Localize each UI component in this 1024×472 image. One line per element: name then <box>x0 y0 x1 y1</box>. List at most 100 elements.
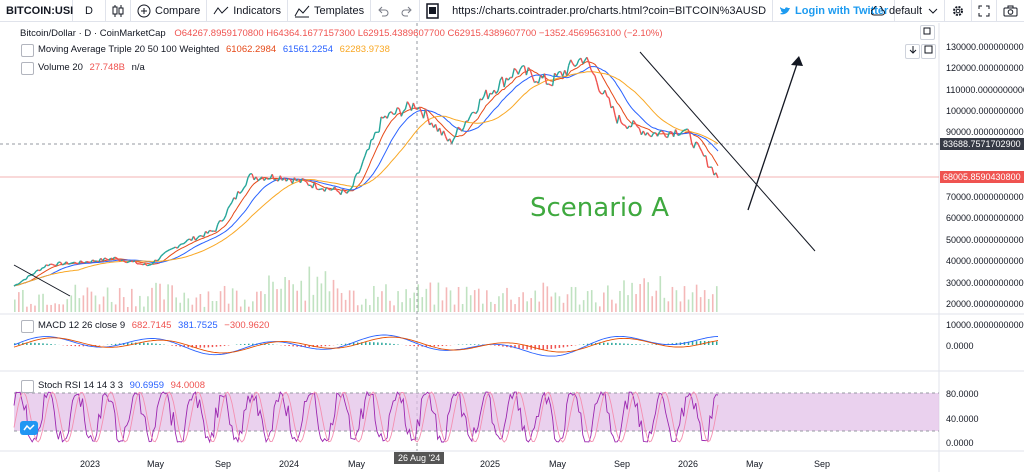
url-link[interactable]: https://charts.cointrader.pro/charts.htm… <box>446 0 774 22</box>
volume-bar <box>389 300 391 312</box>
scenario-annotation[interactable]: Scenario A <box>530 193 670 223</box>
price-segment <box>126 261 130 264</box>
price-segment <box>336 189 340 193</box>
price-segment <box>424 108 429 117</box>
macd-histogram-bar <box>582 344 585 345</box>
chart-canvas[interactable] <box>0 23 1024 472</box>
macd-histogram-bar <box>506 345 508 348</box>
volume-legend[interactable]: Volume 20 27.748B n/a <box>38 62 145 73</box>
volume-bar <box>252 301 254 312</box>
twitter-icon <box>780 6 791 14</box>
macd-histogram-bar <box>304 345 306 348</box>
price-segment <box>187 238 190 241</box>
price-segment <box>672 129 677 137</box>
volume-bar <box>465 286 468 312</box>
fullscreen-icon <box>978 5 990 17</box>
trendline-down[interactable] <box>639 51 816 252</box>
symbol-input[interactable]: BITCOIN:USI <box>0 0 73 22</box>
rsi-visibility-toggle[interactable] <box>21 380 34 393</box>
settings-button[interactable] <box>945 0 972 22</box>
price-segment <box>114 256 118 259</box>
volume-bar <box>574 287 577 312</box>
volume-bar <box>207 291 210 312</box>
macd-scale-zero: 0.0000 <box>946 341 974 351</box>
bar-style-button[interactable] <box>106 0 131 22</box>
volume-bar <box>562 302 565 312</box>
twitter-login-button[interactable]: Login with Twitter <box>773 0 896 22</box>
interval-text: D <box>85 4 93 17</box>
macd-line <box>13 334 719 357</box>
document-icon-button[interactable] <box>420 0 446 22</box>
macd-legend[interactable]: MACD 12 26 close 9 682.7145 381.7525 −30… <box>38 320 269 331</box>
macd-histogram-bar <box>522 345 524 350</box>
price-segment <box>372 132 376 140</box>
macd-v2: 381.7525 <box>178 320 218 331</box>
macd-histogram-bar <box>514 345 516 349</box>
price-segment <box>513 67 517 71</box>
price-segment <box>455 127 459 136</box>
price-segment <box>52 263 55 266</box>
volume-bar <box>651 296 654 312</box>
time-axis-label: 2026 <box>678 459 699 469</box>
price-segment <box>265 177 269 180</box>
arrow-up-line[interactable] <box>747 57 800 211</box>
symbol-text: BITCOIN:USI <box>6 4 74 17</box>
price-segment <box>362 155 366 162</box>
volume-bar <box>215 300 218 312</box>
volume-bar <box>522 292 524 312</box>
rsi-band <box>14 393 939 431</box>
snapshot-button[interactable] <box>997 0 1024 22</box>
price-segment <box>582 59 586 65</box>
volume-bar <box>110 301 113 312</box>
pane-restore-button[interactable] <box>920 25 935 40</box>
price-segment <box>555 71 560 77</box>
undo-button[interactable] <box>371 0 395 22</box>
price-segment <box>662 132 667 138</box>
macd-histogram-bar <box>26 342 28 345</box>
price-segment <box>82 261 85 264</box>
macd-histogram-bar <box>264 343 266 345</box>
volume-bar <box>530 298 533 312</box>
templates-button[interactable]: Templates <box>288 0 372 22</box>
fullscreen-button[interactable] <box>972 0 997 22</box>
macd-histogram-bar <box>562 345 565 348</box>
price-segment <box>576 59 580 66</box>
trendline-left[interactable] <box>13 264 71 297</box>
volume-bar <box>98 304 101 312</box>
price-segment <box>364 149 368 157</box>
price-segment <box>632 120 636 124</box>
time-axis-label: May <box>746 459 764 469</box>
volume-bar <box>58 304 60 312</box>
volume-bar <box>70 295 73 312</box>
ma-visibility-toggle[interactable] <box>21 44 34 57</box>
indicators-button[interactable]: Indicators <box>207 0 288 22</box>
macd-histogram-bar <box>385 343 387 345</box>
price-segment <box>267 177 271 180</box>
price-segment <box>681 130 685 133</box>
volume-visibility-toggle[interactable] <box>21 62 34 75</box>
volume-bar <box>54 303 56 312</box>
price-segment <box>178 243 182 247</box>
volume-bar <box>611 299 613 312</box>
macd-histogram-bar <box>344 343 347 345</box>
macd-histogram-bar <box>566 345 569 347</box>
layout-select[interactable]: default <box>865 0 945 22</box>
macd-histogram-bar <box>417 345 419 347</box>
volume-bar <box>461 304 464 312</box>
compare-button[interactable]: Compare <box>131 0 208 22</box>
pane-maximize-button[interactable] <box>921 44 936 59</box>
interval-button[interactable]: D <box>73 0 106 22</box>
price-segment <box>705 155 709 168</box>
price-segment <box>271 174 275 181</box>
pane-down-button[interactable] <box>905 44 920 59</box>
macd-histogram-bar <box>34 342 36 345</box>
price-segment <box>19 280 23 284</box>
ma-legend[interactable]: Moving Average Triple 20 50 100 Weighted… <box>38 44 390 55</box>
price-segment <box>59 261 63 266</box>
macd-histogram-bar <box>147 342 149 345</box>
rsi-legend[interactable]: Stoch RSI 14 14 3 3 90.6959 94.0008 <box>38 380 205 391</box>
redo-button[interactable] <box>395 0 421 22</box>
ma1-value: 61062.2984 <box>225 44 277 55</box>
macd-visibility-toggle[interactable] <box>21 320 34 333</box>
price-segment <box>25 275 29 280</box>
